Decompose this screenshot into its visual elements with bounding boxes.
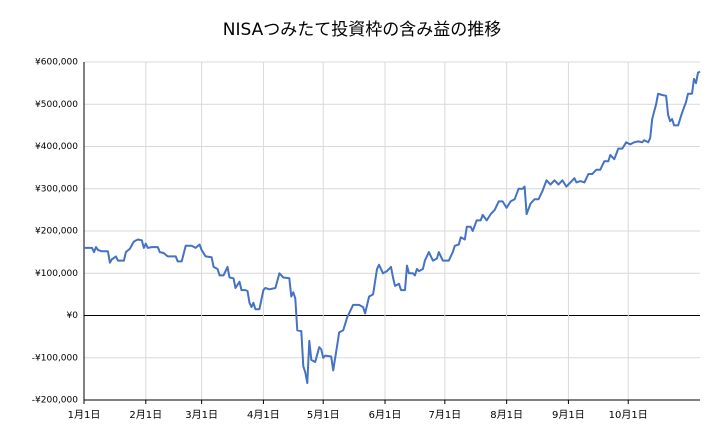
y-tick-label: -¥100,000: [32, 353, 78, 363]
x-tick-label: 3月1日: [185, 409, 218, 421]
chart-title: NISAつみたて投資枠の含み益の推移: [223, 20, 501, 40]
x-tick-label: 4月1日: [247, 409, 280, 421]
y-tick-label: ¥300,000: [35, 184, 78, 194]
x-tick-label: 2月1日: [129, 409, 162, 421]
data-line: [84, 70, 701, 385]
y-tick-label: -¥200,000: [32, 396, 78, 406]
y-tick-label: ¥200,000: [35, 227, 78, 237]
y-tick-label: ¥500,000: [35, 100, 78, 110]
x-tick-label: 6月1日: [369, 409, 402, 421]
y-tick-label: ¥600,000: [35, 58, 78, 68]
x-tick-label: 1月1日: [68, 409, 101, 421]
x-tick-label: 7月1日: [428, 409, 461, 421]
x-tick-label: 8月1日: [490, 409, 523, 421]
x-tick-label: 10月1日: [609, 409, 648, 421]
y-tick-label: ¥100,000: [35, 269, 78, 279]
x-tick-label: 9月1日: [552, 409, 585, 421]
x-tick-label: 5月1日: [307, 409, 340, 421]
y-tick-label: ¥0: [67, 311, 79, 321]
y-tick-label: ¥400,000: [35, 142, 78, 152]
